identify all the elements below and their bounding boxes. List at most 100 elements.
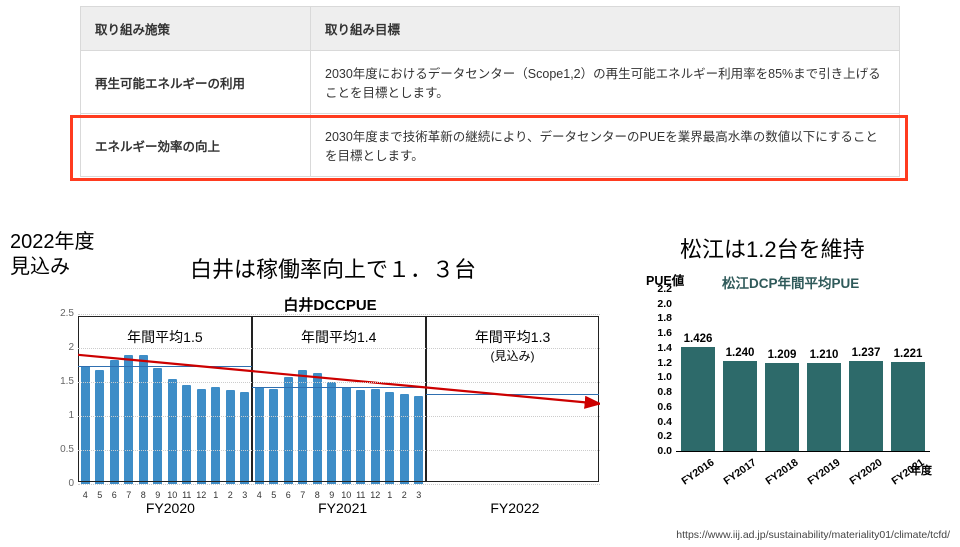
- x-tick: 10: [167, 490, 177, 500]
- heading-left: 2022年度 見込み: [10, 230, 95, 280]
- policy-row2-c1: エネルギー効率の向上: [81, 114, 311, 177]
- shirai-chart-title: 白井DCCPUE: [40, 294, 620, 315]
- x-tick: 1: [213, 490, 218, 500]
- matsue-chart: PUE値 松江DCP年間平均PUE 1.426FY20161.240FY2017…: [640, 270, 940, 500]
- policy-header-1: 取り組み施策: [81, 7, 311, 51]
- heading-center-text: 白井は稼働率向上で１．３台: [190, 257, 476, 282]
- matsue-x-axis-title: 年度: [910, 462, 932, 478]
- y-tick: 0.2: [646, 430, 672, 442]
- panel-fy2020: 年間平均1.5: [78, 316, 252, 482]
- fy-label-2022: FY2022: [490, 500, 539, 516]
- x-tick: 11: [182, 490, 191, 500]
- y-tick: 1: [50, 410, 74, 421]
- cap-line-fy2022: [426, 394, 600, 395]
- x-tick: 11: [356, 490, 365, 500]
- x-tick: 8: [315, 490, 320, 500]
- policy-row2-c2: 2030年度まで技術革新の継続により、データセンターのPUEを業界最高水準の数値…: [311, 114, 900, 177]
- shirai-plot: 456789101112123456789101112123 年間平均1.5 年…: [78, 314, 600, 484]
- fy-label-2021: FY2021: [318, 500, 367, 516]
- panel-fy2021: 年間平均1.4: [252, 316, 426, 482]
- bar: [765, 363, 799, 452]
- x-tick: FY2020: [847, 457, 884, 488]
- policy-row1-c1: 再生可能エネルギーの利用: [81, 51, 311, 114]
- axis-line: [676, 451, 930, 452]
- x-tick: 9: [155, 490, 160, 500]
- fy-label-2020: FY2020: [146, 500, 195, 516]
- gridline: [78, 348, 600, 349]
- x-tick: 8: [141, 490, 146, 500]
- gridline: [78, 314, 600, 315]
- y-tick: 2.5: [50, 308, 74, 319]
- bar-value-label: 1.426: [684, 333, 713, 345]
- panel-fy2022: 年間平均1.3 (見込み): [426, 316, 600, 482]
- x-tick: 9: [329, 490, 334, 500]
- gridline: [78, 450, 600, 451]
- bar: [807, 363, 841, 452]
- bar-column: 1.240FY2017: [722, 361, 758, 452]
- cap-line-fy2020: [78, 366, 252, 367]
- heading-center: 白井は稼働率向上で１．３台: [190, 252, 476, 284]
- bar-value-label: 1.240: [726, 347, 755, 359]
- y-tick: 1.8: [646, 312, 672, 324]
- x-tick: 12: [370, 490, 380, 500]
- cap-line-fy2021: [252, 387, 426, 388]
- bar: [849, 361, 883, 452]
- y-tick: 1.0: [646, 371, 672, 383]
- heading-left-text: 2022年度 見込み: [10, 231, 95, 278]
- x-tick: FY2016: [679, 457, 716, 488]
- bar-column: 1.237FY2020: [848, 361, 884, 452]
- x-tick: 4: [257, 490, 262, 500]
- panel-fy2020-avg: 年間平均1.5: [127, 327, 202, 347]
- gridline: [78, 484, 600, 485]
- x-tick: 5: [271, 490, 276, 500]
- x-tick: 3: [416, 490, 421, 500]
- x-tick: 4: [83, 490, 88, 500]
- y-tick: 2.2: [646, 283, 672, 295]
- y-tick: 0.6: [646, 401, 672, 413]
- y-tick: 0.5: [50, 444, 74, 455]
- x-tick: 2: [402, 490, 407, 500]
- gridline: [78, 416, 600, 417]
- matsue-plot: 1.426FY20161.240FY20171.209FY20181.210FY…: [676, 290, 930, 452]
- y-tick: 0.8: [646, 386, 672, 398]
- bar-value-label: 1.210: [810, 349, 839, 361]
- bar-column: 1.221FY2021: [890, 362, 926, 452]
- bar-value-label: 1.237: [852, 347, 881, 359]
- policy-table: 取り組み施策 取り組み目標 再生可能エネルギーの利用 2030年度におけるデータ…: [80, 6, 900, 177]
- panel-fy2022-avg2: (見込み): [491, 349, 535, 363]
- bar-value-label: 1.221: [894, 348, 923, 360]
- bar: [891, 362, 925, 452]
- table-row: 再生可能エネルギーの利用 2030年度におけるデータセンター（Scope1,2）…: [81, 51, 900, 114]
- y-tick: 0.0: [646, 445, 672, 457]
- y-tick: 0: [50, 478, 74, 489]
- bar-value-label: 1.209: [768, 349, 797, 361]
- x-tick: FY2019: [805, 457, 842, 488]
- x-tick: 6: [286, 490, 291, 500]
- heading-right: 松江は1.2台を維持: [680, 232, 865, 264]
- y-tick: 0.4: [646, 416, 672, 428]
- x-tick: 3: [242, 490, 247, 500]
- y-tick: 2.0: [646, 298, 672, 310]
- x-tick: 7: [126, 490, 131, 500]
- x-tick: FY2017: [721, 457, 758, 488]
- y-tick: 1.4: [646, 342, 672, 354]
- bar: [723, 361, 757, 452]
- x-tick: FY2018: [763, 457, 800, 488]
- x-tick: 6: [112, 490, 117, 500]
- x-tick: 7: [300, 490, 305, 500]
- y-tick: 1.6: [646, 327, 672, 339]
- policy-row1-c2: 2030年度におけるデータセンター（Scope1,2）の再生可能エネルギー利用率…: [311, 51, 900, 114]
- table-row: エネルギー効率の向上 2030年度まで技術革新の継続により、データセンターのPU…: [81, 114, 900, 177]
- y-tick: 1.5: [50, 376, 74, 387]
- gridline: [78, 382, 600, 383]
- bar-column: 1.426FY2016: [680, 347, 716, 452]
- source-url: https://www.iij.ad.jp/sustainability/mat…: [676, 529, 950, 541]
- x-tick: 12: [196, 490, 206, 500]
- x-tick: 1: [387, 490, 392, 500]
- bar-column: 1.210FY2019: [806, 363, 842, 452]
- matsue-chart-title: 松江DCP年間平均PUE: [722, 272, 859, 292]
- policy-header-2: 取り組み目標: [311, 7, 900, 51]
- bar-column: 1.209FY2018: [764, 363, 800, 452]
- y-tick: 2: [50, 342, 74, 353]
- x-tick: 10: [341, 490, 351, 500]
